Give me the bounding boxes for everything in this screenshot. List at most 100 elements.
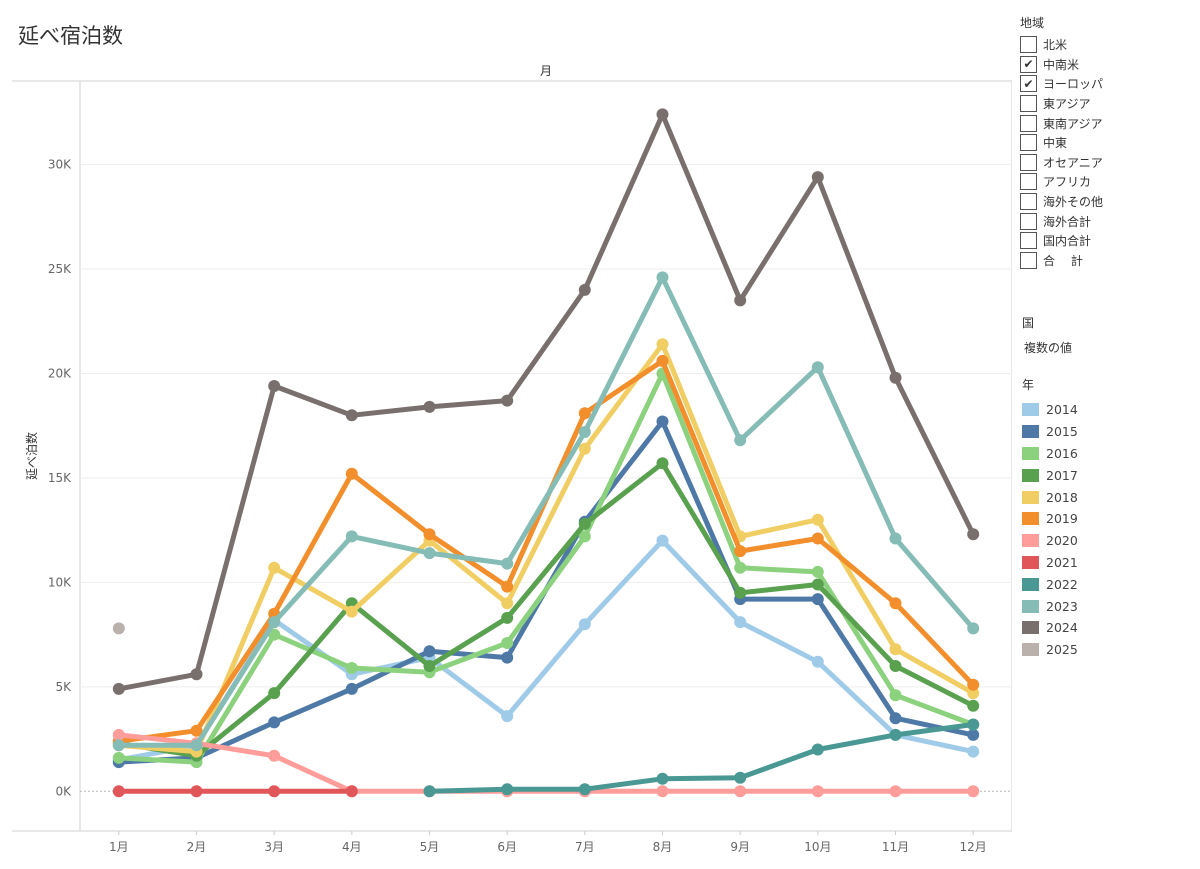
data-point[interactable] [423,785,436,798]
data-point[interactable] [578,407,591,420]
data-point[interactable] [656,534,669,547]
legend-item[interactable]: 2015 [1022,421,1078,443]
data-point[interactable] [811,593,824,606]
data-point[interactable] [268,687,281,700]
legend-item[interactable]: 2024 [1022,617,1078,639]
checkbox[interactable]: ✔ [1020,55,1037,73]
data-point[interactable] [967,785,980,798]
data-point[interactable] [967,718,980,731]
data-point[interactable] [811,743,824,756]
data-point[interactable] [501,611,514,624]
data-point[interactable] [967,622,980,635]
data-point[interactable] [734,561,747,574]
data-point[interactable] [656,108,669,121]
data-point[interactable] [501,783,514,796]
data-point[interactable] [423,660,436,672]
data-point[interactable] [656,271,669,284]
data-point[interactable] [112,682,125,695]
data-point[interactable] [190,785,203,798]
legend-item[interactable]: 2018 [1022,486,1078,508]
checkbox[interactable] [1020,36,1037,54]
data-point[interactable] [656,354,669,367]
region-filter-item[interactable]: 東南アジア [1020,113,1195,133]
data-point[interactable] [190,724,203,737]
data-point[interactable] [268,628,281,641]
data-point[interactable] [190,668,203,681]
data-point[interactable] [112,728,125,741]
checkbox[interactable] [1020,212,1037,230]
legend-item[interactable]: 2016 [1022,443,1078,465]
data-point[interactable] [501,580,514,593]
data-point[interactable] [889,785,902,798]
legend-item[interactable]: 2017 [1022,464,1078,486]
region-filter-item[interactable]: 中東 [1020,133,1195,153]
data-point[interactable] [811,785,824,798]
region-filter-item[interactable]: 国内合計 [1020,231,1195,251]
data-point[interactable] [811,361,824,374]
data-point[interactable] [345,662,358,674]
data-point[interactable] [578,517,591,530]
data-point[interactable] [345,682,358,695]
data-point[interactable] [889,597,902,610]
region-filter-item[interactable]: オセアニア [1020,153,1195,173]
data-point[interactable] [268,785,281,798]
data-point[interactable] [268,616,281,629]
data-point[interactable] [423,528,436,541]
data-point[interactable] [656,338,669,351]
region-filter-item[interactable]: 海外その他 [1020,192,1195,212]
data-point[interactable] [811,578,824,591]
data-point[interactable] [967,678,980,691]
data-point[interactable] [734,785,747,798]
data-point[interactable] [734,586,747,599]
data-point[interactable] [656,785,669,798]
data-point[interactable] [423,400,436,413]
region-filter-item[interactable]: 海外合計 [1020,211,1195,231]
legend-item[interactable]: 2021 [1022,552,1078,574]
data-point[interactable] [190,739,203,752]
legend-item[interactable]: 2025 [1022,639,1078,661]
data-point[interactable] [889,712,902,725]
data-point[interactable] [656,772,669,785]
data-point[interactable] [345,605,358,618]
data-point[interactable] [578,530,591,543]
region-filter-item[interactable]: アフリカ [1020,172,1195,192]
legend-item[interactable]: 2022 [1022,573,1078,595]
data-point[interactable] [345,467,358,480]
data-point[interactable] [501,394,514,407]
data-point[interactable] [501,597,514,610]
data-point[interactable] [345,785,358,798]
region-filter-item[interactable]: 合 計 [1020,251,1195,271]
data-point[interactable] [734,294,747,307]
data-point[interactable] [112,622,125,635]
data-point[interactable] [501,637,514,649]
data-point[interactable] [578,783,591,796]
data-point[interactable] [889,371,902,384]
data-point[interactable] [112,751,125,764]
data-point[interactable] [734,771,747,784]
checkbox[interactable] [1020,95,1037,113]
data-point[interactable] [967,699,980,712]
data-point[interactable] [656,457,669,470]
data-point[interactable] [345,530,358,543]
data-point[interactable] [656,415,669,428]
data-point[interactable] [501,651,514,664]
data-point[interactable] [811,513,824,526]
data-point[interactable] [268,749,281,762]
data-point[interactable] [734,434,747,447]
data-point[interactable] [889,728,902,741]
data-point[interactable] [423,645,436,658]
data-point[interactable] [967,728,980,741]
data-point[interactable] [345,409,358,422]
data-point[interactable] [889,643,902,656]
data-point[interactable] [268,716,281,729]
data-point[interactable] [734,616,747,629]
checkbox[interactable]: ✔ [1020,75,1037,93]
legend-item[interactable]: 2014 [1022,399,1078,421]
data-point[interactable] [268,380,281,392]
data-point[interactable] [889,660,902,672]
data-point[interactable] [578,442,591,455]
data-point[interactable] [423,547,436,560]
data-point[interactable] [112,739,125,752]
country-filter-value[interactable]: 複数の値 [1024,341,1073,355]
region-filter-item[interactable]: 東アジア [1020,94,1195,114]
